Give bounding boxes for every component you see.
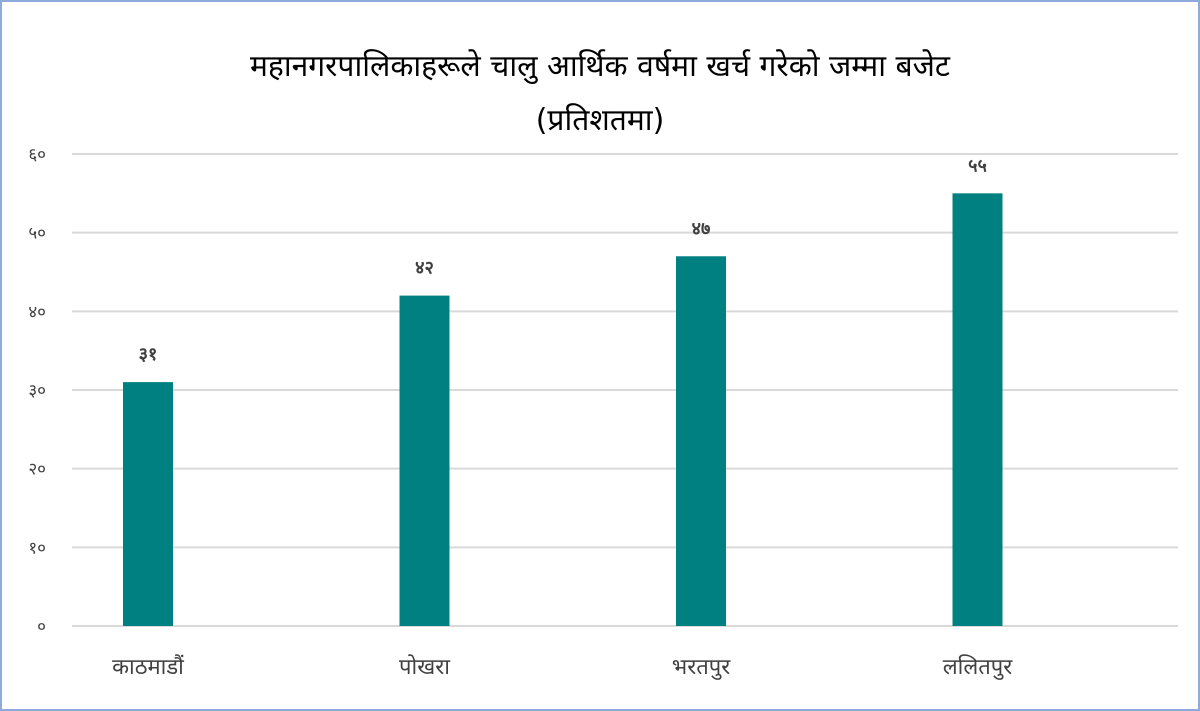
data-label: ४७ (692, 218, 711, 239)
y-tick-label: ६० (28, 145, 46, 165)
bar (676, 256, 726, 626)
y-tick-label: ५० (28, 224, 46, 244)
data-label: ३१ (139, 344, 158, 365)
x-tick-label: भरतपुर (672, 655, 732, 680)
chart-subtitle: (प्रतिशतमा) (535, 103, 665, 138)
y-tick-label: ० (37, 617, 46, 637)
y-tick-label: ४० (28, 302, 46, 322)
x-tick-label: ललितपुर (943, 654, 1014, 680)
y-tick-label: १० (28, 538, 46, 558)
bar (399, 295, 450, 626)
bar (952, 193, 1003, 627)
bar (123, 382, 173, 626)
y-tick-label: २० (28, 460, 46, 480)
x-tick-label: पोखरा (399, 654, 450, 680)
data-label: ५५ (968, 155, 987, 176)
y-tick-label: ३० (28, 381, 46, 401)
chart-title: महानगरपालिकाहरूले चालु आर्थिक वर्षमा खर्… (249, 49, 951, 84)
data-label: ४२ (415, 258, 434, 279)
x-tick-label: काठमाडौं (112, 654, 184, 680)
